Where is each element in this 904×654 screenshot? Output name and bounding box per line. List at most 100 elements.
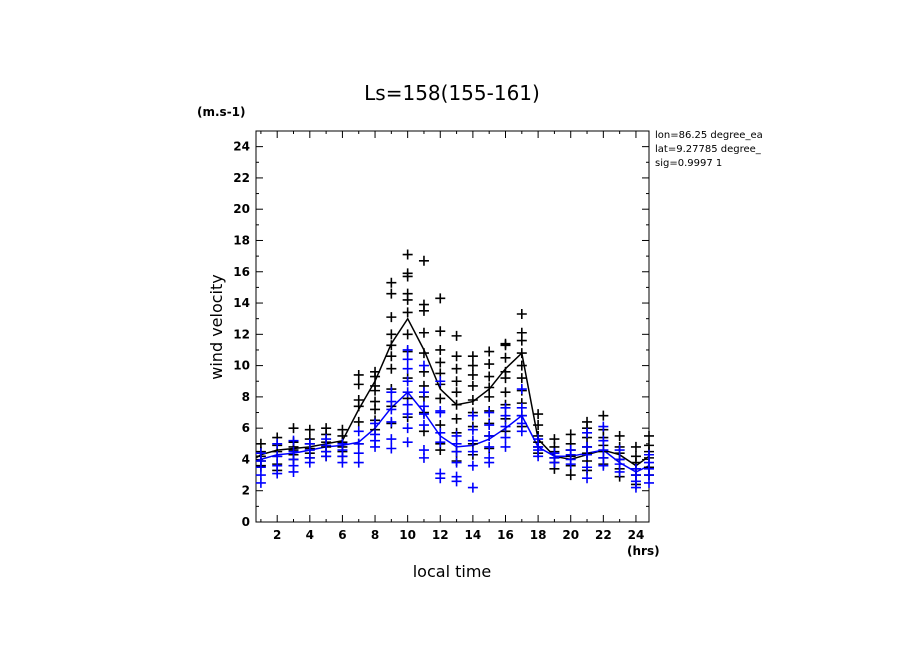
series-2-point bbox=[288, 435, 299, 446]
series-2-point bbox=[370, 418, 381, 429]
series-1-point bbox=[370, 385, 381, 396]
series-2-point bbox=[402, 387, 413, 398]
x-unit-label: (hrs) bbox=[627, 544, 660, 558]
series-2-point bbox=[598, 460, 609, 471]
series-1-point bbox=[533, 409, 544, 420]
series-2-point bbox=[549, 457, 560, 468]
series-1-point bbox=[467, 369, 478, 380]
series-1-point bbox=[500, 373, 511, 384]
chart-title: Ls=158(155-161) bbox=[364, 81, 540, 105]
series-2-point bbox=[386, 416, 397, 427]
series-1-point bbox=[451, 413, 462, 424]
x-tick-label: 14 bbox=[465, 528, 482, 542]
series-2-point bbox=[288, 466, 299, 477]
series-1-point bbox=[386, 312, 397, 323]
y-tick-label: 22 bbox=[233, 171, 250, 185]
series-2-point bbox=[386, 387, 397, 398]
series-2-point bbox=[418, 409, 429, 420]
series-2-point bbox=[435, 473, 446, 484]
x-axis-label: local time bbox=[413, 562, 492, 581]
series-2-point bbox=[402, 437, 413, 448]
series-2-point bbox=[321, 451, 332, 462]
y-tick-label: 2 bbox=[242, 484, 250, 498]
series-2-point bbox=[484, 407, 495, 418]
series-2-point bbox=[272, 438, 283, 449]
series-1-point bbox=[386, 351, 397, 362]
series-2-point bbox=[467, 410, 478, 421]
series-1-point bbox=[451, 399, 462, 410]
series-1-point bbox=[500, 340, 511, 351]
series-2-point bbox=[582, 449, 593, 460]
series-2-point bbox=[565, 459, 576, 470]
series-2-point bbox=[484, 430, 495, 441]
y-tick-label: 16 bbox=[233, 265, 250, 279]
series-2-point bbox=[500, 432, 511, 443]
series-1-point bbox=[451, 376, 462, 387]
x-tick-label: 8 bbox=[371, 528, 379, 542]
series-1-point bbox=[484, 382, 495, 393]
series-1-point bbox=[402, 329, 413, 340]
y-unit-label: (m.s-1) bbox=[197, 105, 246, 119]
series-2-point bbox=[402, 344, 413, 355]
series-1-point bbox=[353, 401, 364, 412]
series-2-point bbox=[435, 437, 446, 448]
series-2-point bbox=[435, 376, 446, 387]
series-1-point bbox=[353, 379, 364, 390]
series-1-point bbox=[435, 293, 446, 304]
series-2-point bbox=[467, 460, 478, 471]
series-1-point bbox=[565, 470, 576, 481]
series-2-point bbox=[370, 441, 381, 452]
series-2-point bbox=[418, 420, 429, 431]
series-2-point bbox=[435, 427, 446, 438]
series-1-point bbox=[467, 351, 478, 362]
series-2-point bbox=[435, 407, 446, 418]
series-2-point bbox=[484, 457, 495, 468]
series-2-point bbox=[582, 427, 593, 438]
series-2-point bbox=[467, 424, 478, 435]
series-2-point bbox=[402, 376, 413, 387]
series-1-point bbox=[451, 351, 462, 362]
series-2-point bbox=[402, 363, 413, 374]
series-1-point bbox=[467, 380, 478, 391]
series-1-point bbox=[418, 348, 429, 359]
series-2-point bbox=[386, 443, 397, 454]
series-2-point bbox=[467, 435, 478, 446]
series-1-point bbox=[484, 359, 495, 370]
series-1-point bbox=[644, 430, 654, 441]
series-2-point bbox=[386, 434, 397, 445]
series-2-point bbox=[418, 452, 429, 463]
series-1-point bbox=[386, 340, 397, 351]
series-2-point bbox=[644, 477, 654, 488]
series-2-point bbox=[467, 482, 478, 493]
y-tick-label: 24 bbox=[233, 140, 250, 154]
y-tick-label: 20 bbox=[233, 202, 250, 216]
series-1-point bbox=[435, 393, 446, 404]
series-1-point bbox=[435, 344, 446, 355]
series-1-point bbox=[386, 288, 397, 299]
x-tick-label: 22 bbox=[595, 528, 612, 542]
series-1-point bbox=[402, 294, 413, 305]
series-1-point bbox=[630, 441, 641, 452]
series-1-point bbox=[565, 429, 576, 440]
info-line-lon: lon=86.25 degree_ea bbox=[655, 130, 763, 141]
x-tick-label: 10 bbox=[399, 528, 416, 542]
series-1-point bbox=[386, 277, 397, 288]
y-tick-label: 8 bbox=[242, 390, 250, 404]
series-1-point bbox=[418, 327, 429, 338]
series-1-point bbox=[402, 307, 413, 318]
series-2-point bbox=[582, 462, 593, 473]
x-tick-label: 20 bbox=[562, 528, 579, 542]
y-tick-label: 18 bbox=[233, 233, 250, 247]
series-1-point bbox=[500, 387, 511, 398]
series-1-point bbox=[418, 255, 429, 266]
x-tick-label: 6 bbox=[338, 528, 346, 542]
series-1-point bbox=[484, 391, 495, 402]
series-1-point bbox=[418, 305, 429, 316]
series-1-point bbox=[386, 329, 397, 340]
series-1-point bbox=[516, 308, 527, 319]
series-2-point bbox=[533, 451, 544, 462]
series-1-point bbox=[353, 369, 364, 380]
series-2-point bbox=[516, 426, 527, 437]
series-2-point bbox=[630, 482, 641, 493]
